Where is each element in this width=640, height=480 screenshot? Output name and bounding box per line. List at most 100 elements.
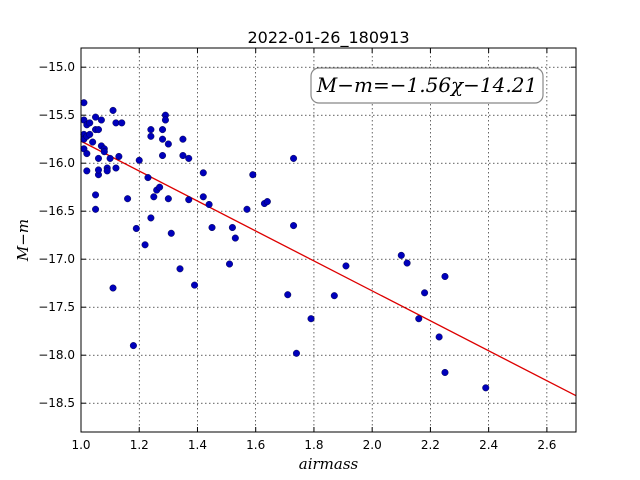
data-point: [228, 224, 236, 232]
data-point: [415, 315, 423, 323]
data-point: [292, 349, 300, 357]
data-point: [94, 126, 102, 134]
data-point: [164, 140, 172, 148]
data-point: [86, 119, 94, 127]
data-point: [147, 132, 155, 140]
data-point: [141, 241, 149, 249]
data-point: [94, 154, 102, 162]
data-point: [115, 152, 123, 160]
data-point: [164, 195, 172, 203]
data-point: [199, 193, 207, 201]
plot-area-frame: [80, 47, 577, 433]
y-tick-label: −17.0: [38, 252, 75, 266]
data-point: [144, 174, 152, 182]
data-point: [159, 126, 167, 134]
data-point: [89, 138, 97, 146]
x-tick-label: 2.6: [537, 438, 556, 452]
x-tick-label: 1.0: [71, 438, 90, 452]
data-point: [92, 113, 100, 121]
data-point: [167, 229, 175, 237]
data-point: [103, 167, 111, 175]
data-point: [94, 166, 102, 174]
data-point: [100, 148, 108, 156]
data-point: [83, 150, 91, 158]
fit-line-layer: [80, 140, 577, 397]
data-point: [159, 135, 167, 143]
data-point: [290, 222, 298, 230]
data-point: [80, 99, 88, 107]
chart-title: 2022-01-26_180913: [247, 28, 409, 48]
x-tick-label: 2.2: [421, 438, 440, 452]
y-tick-label: −16.0: [38, 156, 75, 170]
data-point: [135, 156, 143, 164]
data-point: [403, 259, 411, 267]
data-point: [243, 205, 251, 213]
data-point: [191, 281, 199, 289]
data-point: [482, 384, 490, 392]
annotation-box: [310, 67, 544, 104]
data-point: [150, 193, 158, 201]
data-point: [284, 291, 292, 299]
grid: [81, 48, 576, 432]
data-point: [208, 224, 216, 232]
y-tick-label: −16.5: [38, 204, 75, 218]
data-point: [124, 195, 132, 203]
data-point: [147, 214, 155, 222]
x-tick-label: 2.0: [363, 438, 382, 452]
data-point: [159, 152, 167, 160]
data-point: [112, 119, 120, 127]
x-axis-label: airmass: [299, 455, 359, 473]
data-point: [199, 169, 207, 177]
data-point: [185, 154, 193, 162]
data-point: [83, 167, 91, 175]
data-point: [112, 164, 120, 172]
x-tick-label: 2.4: [479, 438, 498, 452]
fit-line: [80, 140, 577, 397]
data-point: [342, 262, 350, 270]
data-point: [205, 200, 213, 208]
data-point: [263, 198, 271, 206]
x-tick-label: 1.2: [130, 438, 149, 452]
x-tick-label: 1.6: [246, 438, 265, 452]
data-point: [397, 251, 405, 259]
data-point: [132, 224, 140, 232]
data-point: [92, 205, 100, 213]
data-point: [185, 196, 193, 204]
data-points: [80, 99, 490, 392]
y-tick-label: −15.0: [38, 60, 75, 74]
data-point: [176, 265, 184, 273]
data-point: [290, 154, 298, 162]
data-point: [179, 152, 187, 160]
y-tick-label: −17.5: [38, 300, 75, 314]
data-point: [179, 135, 187, 143]
data-point: [97, 116, 105, 124]
data-point: [435, 333, 443, 341]
data-point: [307, 315, 315, 323]
data-point: [161, 116, 169, 124]
data-point: [421, 289, 429, 297]
data-point: [86, 130, 94, 138]
x-tick-label: 1.8: [304, 438, 323, 452]
data-point: [441, 272, 449, 280]
y-tick-label: −15.5: [38, 108, 75, 122]
y-tick-label: −18.5: [38, 396, 75, 410]
data-point: [118, 119, 126, 127]
data-point: [249, 171, 257, 179]
data-point: [330, 292, 338, 300]
data-point: [231, 234, 239, 242]
x-tick-label: 1.4: [188, 438, 207, 452]
axis-ticks: 1.0 1.2 1.4 1.6 1.8 2.0 2.2 2.4 2.6 −15.0 −15.5 −16…: [38, 48, 576, 452]
data-point: [225, 260, 233, 268]
data-point: [156, 183, 164, 191]
data-point: [106, 154, 114, 162]
data-point: [109, 284, 117, 292]
fit-annotation: M−m=−1.56χ−14.21: [310, 67, 544, 104]
data-point: [129, 342, 137, 350]
data-point: [147, 126, 155, 134]
data-point: [92, 191, 100, 199]
data-point: [441, 368, 449, 376]
annotation-text: M−m=−1.56χ−14.21: [316, 73, 537, 97]
data-point: [109, 106, 117, 114]
y-axis-label: M−m: [14, 219, 32, 262]
